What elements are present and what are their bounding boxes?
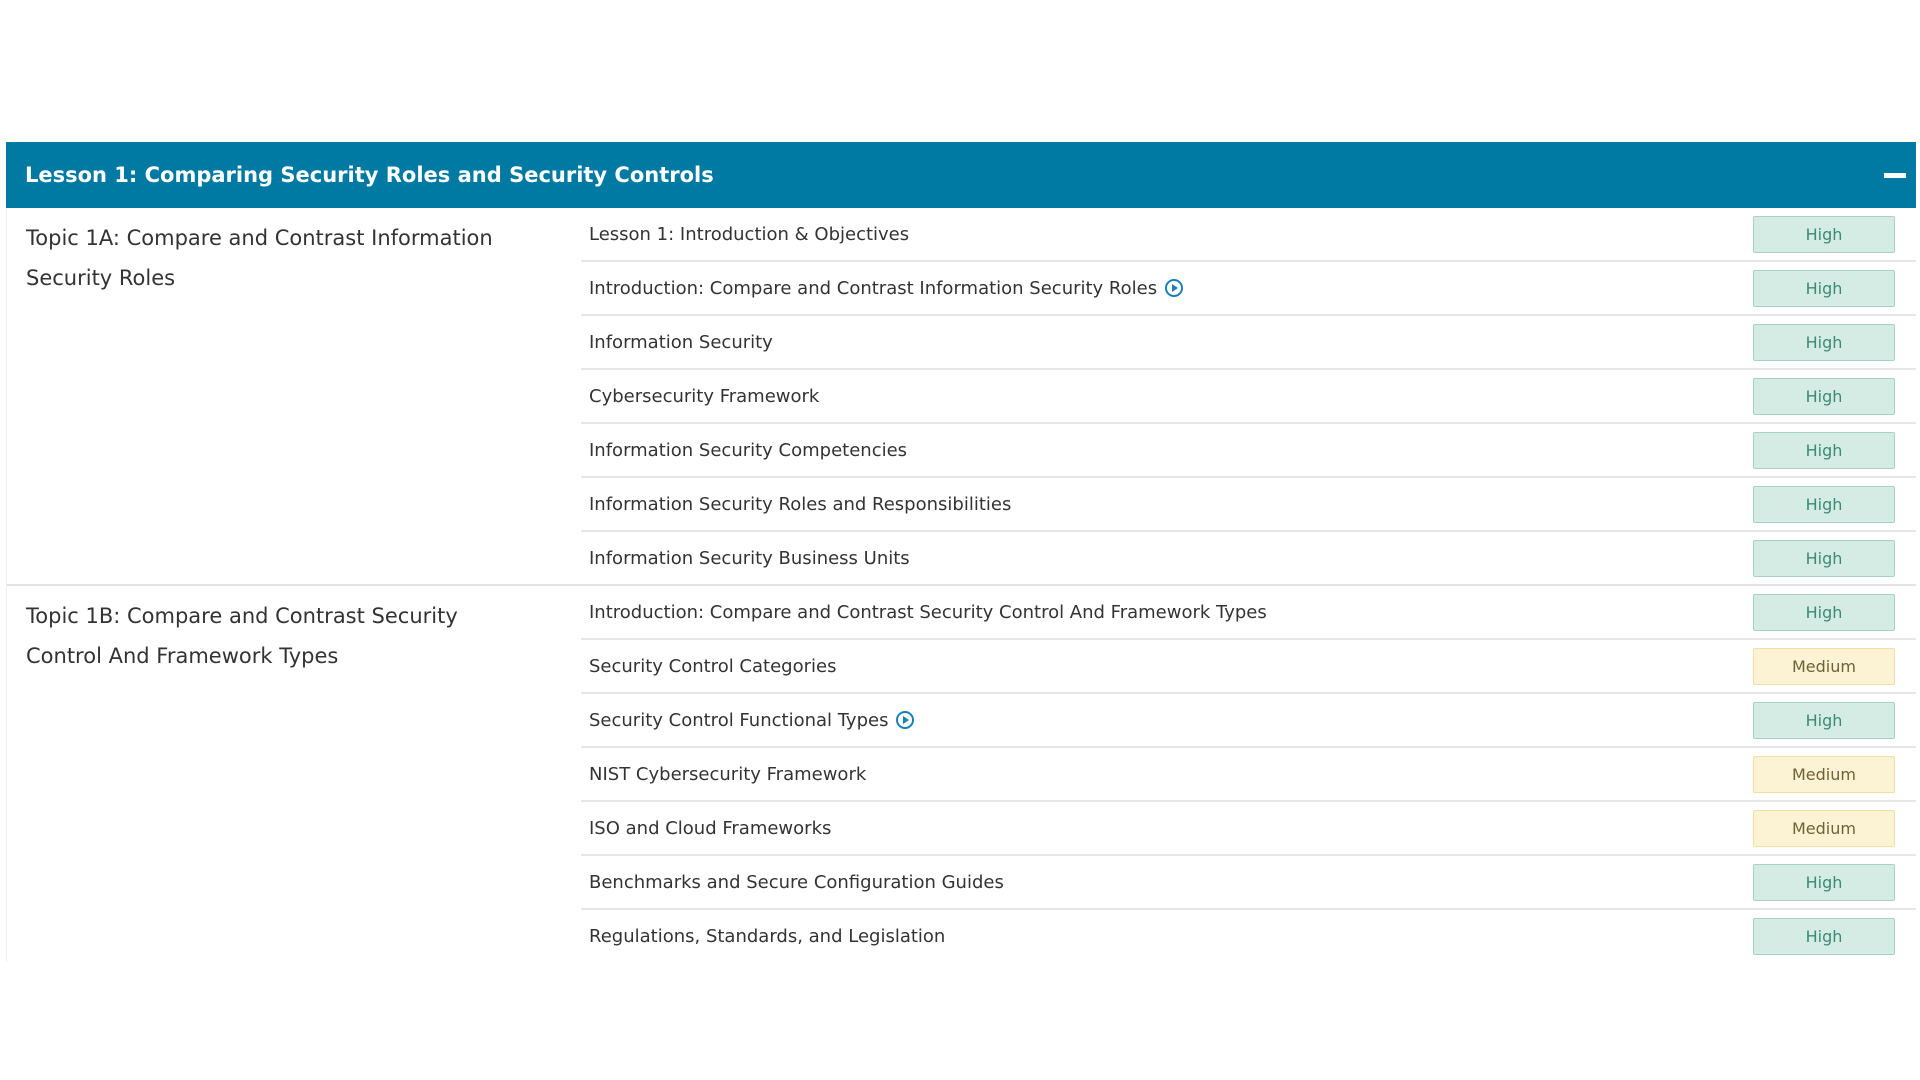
item-row: Regulations, Standards, and Legislation H… — [581, 910, 1916, 962]
priority-badge: High — [1753, 917, 1895, 955]
item-label-wrap: NIST Cybersecurity Framework — [589, 764, 866, 785]
item-row: Security Control Functional Types High — [581, 694, 1916, 748]
item-label-wrap: Information Security — [589, 332, 773, 353]
item-label-wrap: Benchmarks and Secure Configuration Guid… — [589, 872, 1004, 893]
topic: Topic 1A: Compare and Contrast Informati… — [6, 208, 1916, 586]
video-icon[interactable] — [1165, 279, 1184, 297]
priority-badge: High — [1753, 701, 1895, 739]
item-label[interactable]: Benchmarks and Secure Configuration Guid… — [589, 871, 1004, 893]
lesson-title: Lesson 1: Comparing Security Roles and S… — [25, 163, 714, 187]
item-row: ISO and Cloud Frameworks Medium — [581, 802, 1916, 856]
item-label[interactable]: Introduction: Compare and Contrast Infor… — [589, 277, 1158, 299]
collapse-button[interactable] — [1884, 173, 1906, 178]
lesson-header[interactable]: Lesson 1: Comparing Security Roles and S… — [6, 142, 1916, 208]
item-row: Benchmarks and Secure Configuration Guid… — [581, 856, 1916, 910]
priority-badge: High — [1753, 485, 1895, 523]
priority-badge: High — [1753, 863, 1895, 901]
item-row: Information Security Competencies High — [581, 424, 1916, 478]
item-label-wrap: Cybersecurity Framework — [589, 386, 819, 407]
item-label-wrap: Regulations, Standards, and Legislation — [589, 926, 945, 947]
item-row: Introduction: Compare and Contrast Infor… — [581, 262, 1916, 316]
lesson-body: Topic 1A: Compare and Contrast Informati… — [6, 208, 1916, 962]
item-label[interactable]: Information Security Roles and Responsib… — [589, 493, 1012, 515]
item-list: Lesson 1: Introduction & Objectives High I… — [581, 208, 1916, 584]
priority-badge: High — [1753, 323, 1895, 361]
priority-badge: High — [1753, 377, 1895, 415]
item-label-wrap: Introduction: Compare and Contrast Infor… — [589, 277, 1184, 299]
item-label[interactable]: Introduction: Compare and Contrast Secur… — [589, 601, 1267, 623]
item-row: Information Security Business Units High — [581, 532, 1916, 584]
item-list: Introduction: Compare and Contrast Secur… — [581, 586, 1916, 962]
item-label-wrap: Introduction: Compare and Contrast Secur… — [589, 602, 1267, 623]
topic: Topic 1B: Compare and Contrast Security … — [6, 586, 1916, 962]
item-label[interactable]: Information Security — [589, 331, 773, 353]
item-row: NIST Cybersecurity Framework Medium — [581, 748, 1916, 802]
video-icon[interactable] — [896, 711, 915, 729]
item-row: Security Control Categories Medium — [581, 640, 1916, 694]
priority-badge: High — [1753, 431, 1895, 469]
topic-title: Topic 1A: Compare and Contrast Informati… — [26, 226, 493, 290]
item-label[interactable]: Information Security Business Units — [589, 547, 910, 569]
priority-badge: Medium — [1753, 755, 1895, 793]
priority-badge: High — [1753, 539, 1895, 577]
item-row: Lesson 1: Introduction & Objectives High — [581, 208, 1916, 262]
lesson-panel: Lesson 1: Comparing Security Roles and S… — [6, 142, 1916, 962]
item-label[interactable]: Lesson 1: Introduction & Objectives — [589, 223, 910, 245]
priority-badge: Medium — [1753, 809, 1895, 847]
priority-badge: High — [1753, 269, 1895, 307]
item-label-wrap: Information Security Roles and Responsib… — [589, 494, 1011, 515]
item-label-wrap: ISO and Cloud Frameworks — [589, 818, 831, 839]
item-row: Cybersecurity Framework High — [581, 370, 1916, 424]
item-label[interactable]: Cybersecurity Framework — [589, 385, 820, 407]
item-label[interactable]: Information Security Competencies — [589, 439, 908, 461]
item-label[interactable]: Regulations, Standards, and Legislation — [589, 925, 946, 947]
item-label[interactable]: Security Control Functional Types — [589, 709, 889, 731]
item-label-wrap: Security Control Categories — [589, 656, 836, 677]
item-label-wrap: Security Control Functional Types — [589, 709, 915, 731]
item-label-wrap: Lesson 1: Introduction & Objectives — [589, 224, 909, 245]
item-label[interactable]: Security Control Categories — [589, 655, 837, 677]
item-label-wrap: Information Security Competencies — [589, 440, 907, 461]
item-row: Introduction: Compare and Contrast Secur… — [581, 586, 1916, 640]
item-label-wrap: Information Security Business Units — [589, 548, 910, 569]
item-row: Information Security High — [581, 316, 1916, 370]
priority-badge: Medium — [1753, 647, 1895, 685]
priority-badge: High — [1753, 215, 1895, 253]
item-label[interactable]: NIST Cybersecurity Framework — [589, 763, 867, 785]
item-row: Information Security Roles and Responsib… — [581, 478, 1916, 532]
item-label[interactable]: ISO and Cloud Frameworks — [589, 817, 832, 839]
priority-badge: High — [1753, 593, 1895, 631]
topic-title: Topic 1B: Compare and Contrast Security … — [26, 604, 458, 668]
